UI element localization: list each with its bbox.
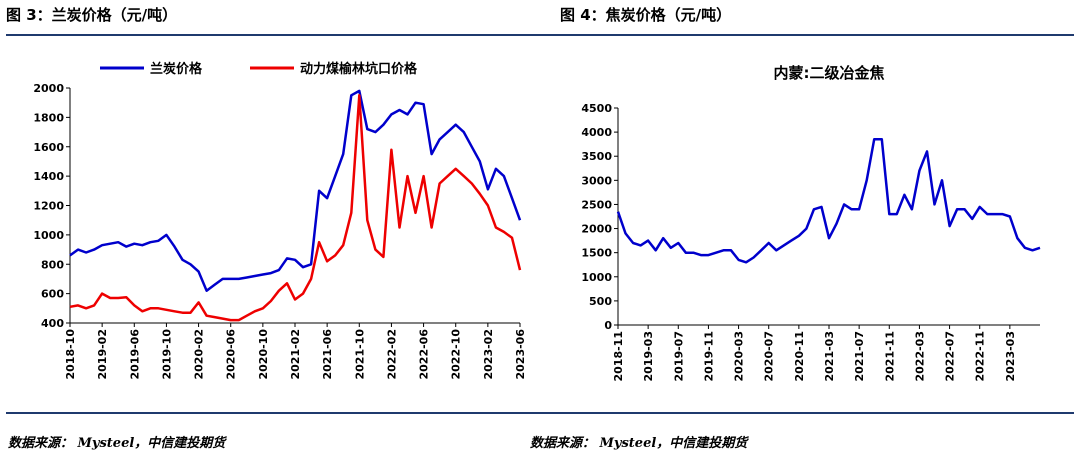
x-tick-label: 2023-06: [514, 329, 527, 380]
y-tick-label: 800: [41, 258, 64, 271]
y-tick-label: 500: [589, 295, 612, 308]
x-tick-label: 2022-11: [974, 331, 987, 382]
x-tick-label: 2019-03: [642, 331, 655, 382]
x-tick-label: 2021-02: [289, 329, 302, 380]
panel-title: 内蒙:二级冶金焦: [774, 64, 885, 82]
x-tick-label: 2023-02: [482, 329, 495, 380]
chart-right: 0 500 1000 1500 2000 2500 3000 3500 4000 4500 2018…: [581, 64, 1041, 382]
x-tick-label: 2022-03: [913, 331, 926, 382]
y-tick-label: 1600: [33, 141, 64, 154]
y-tick-label: 3000: [581, 174, 612, 187]
right-figure-title: 图 4：焦炭价格（元/吨）: [560, 6, 732, 24]
x-tick-label: 2021-07: [853, 331, 866, 382]
x-tick-label: 2018-11: [612, 331, 625, 382]
left-source-note: 数据来源： Mysteel，中信建投期货: [8, 436, 226, 451]
x-tick-label: 2018-10: [64, 329, 77, 380]
x-tick-label: 2020-07: [763, 331, 776, 382]
y-tick-label: 4500: [581, 102, 612, 115]
x-tick-label: 2019-10: [160, 329, 173, 380]
y-tick-label: 1000: [581, 271, 612, 284]
y-tick-label: 1800: [33, 111, 64, 124]
x-tick-label: 2020-06: [225, 329, 238, 380]
y-tick-label: 2500: [581, 198, 612, 211]
y-tick-label: 400: [41, 317, 64, 330]
top-rule: [6, 34, 1074, 36]
y-tick-label: 1000: [33, 229, 64, 242]
x-tick-label: 2021-10: [353, 329, 366, 380]
x-tick-label: 2022-02: [385, 329, 398, 380]
x-tick-label: 2021-03: [823, 331, 836, 382]
x-tick-label: 2022-07: [944, 331, 957, 382]
series-line-0: [69, 89, 522, 292]
x-tick-label: 2020-10: [257, 329, 270, 380]
y-tick-label: 1200: [33, 200, 64, 213]
bottom-rule: [6, 412, 1074, 414]
x-tick-label: 2019-11: [702, 331, 715, 382]
x-tick-label: 2023-03: [1004, 331, 1017, 382]
x-tick-label: 2022-10: [450, 329, 463, 380]
y-tick-label: 4000: [581, 126, 612, 139]
y-tick-label: 600: [41, 288, 64, 301]
left-figure-title: 图 3：兰炭价格（元/吨）: [6, 6, 178, 24]
y-tick-label: 0: [604, 319, 612, 332]
x-tick-label: 2019-02: [96, 329, 109, 380]
x-tick-label: 2021-11: [883, 331, 896, 382]
y-tick-label: 2000: [581, 223, 612, 236]
x-tick-label: 2020-11: [793, 331, 806, 382]
series-line-1: [69, 94, 522, 322]
series-line-0: [616, 138, 1041, 264]
x-tick-label: 2020-03: [733, 331, 746, 382]
chart-left: 400 600 800 1000 1200 1400 1600 1800 2000 2018-10…: [33, 61, 527, 380]
x-tick-label: 2020-02: [193, 329, 206, 380]
right-source-note: 数据来源： Mysteel，中信建投期货: [530, 436, 748, 451]
legend-label-0: 兰炭价格: [150, 61, 203, 77]
y-tick-label: 1400: [33, 170, 64, 183]
y-tick-label: 2000: [33, 82, 64, 95]
x-tick-label: 2022-06: [418, 329, 431, 380]
y-tick-label: 1500: [581, 247, 612, 260]
y-tick-label: 3500: [581, 150, 612, 163]
legend-label-1: 动力煤榆林坑口价格: [300, 61, 418, 77]
x-tick-label: 2019-07: [672, 331, 685, 382]
x-tick-label: 2021-06: [321, 329, 334, 380]
x-tick-label: 2019-06: [128, 329, 141, 380]
